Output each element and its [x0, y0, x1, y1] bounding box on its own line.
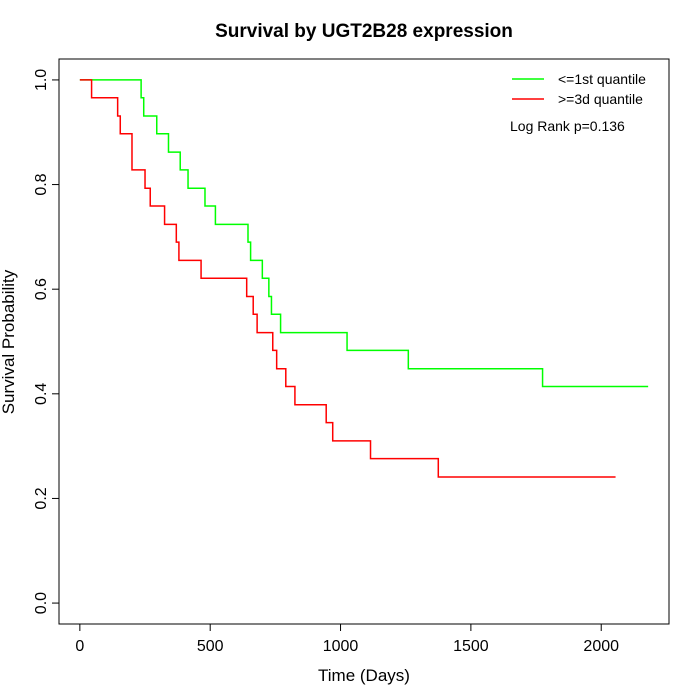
- y-tick-label: 0.8: [33, 173, 50, 195]
- x-tick-label: 1500: [453, 638, 489, 655]
- legend: <=1st quantile >=3d quantile: [512, 71, 646, 107]
- legend-label-high: >=3d quantile: [558, 91, 643, 107]
- legend-label-low: <=1st quantile: [558, 71, 646, 87]
- y-tick-label: 0.6: [33, 278, 50, 300]
- x-tick-label: 500: [197, 638, 224, 655]
- y-axis: 0.0 0.2 0.4 0.6 0.8 1.0: [33, 69, 60, 614]
- x-axis-label: Time (Days): [318, 666, 410, 685]
- y-tick-label: 0.2: [33, 487, 50, 509]
- y-tick-label: 1.0: [33, 69, 50, 91]
- survival-curve-high: [79, 79, 616, 478]
- log-rank-annotation: Log Rank p=0.136: [510, 118, 625, 134]
- y-tick-label: 0.0: [33, 592, 50, 614]
- y-axis-label: Survival Probability: [0, 269, 18, 414]
- x-tick-label: 0: [75, 638, 84, 655]
- x-axis: 0 500 1000 1500 2000: [75, 623, 619, 655]
- chart-title: Survival by UGT2B28 expression: [215, 21, 513, 42]
- x-tick-label: 2000: [583, 638, 619, 655]
- survival-curve-low: [79, 79, 649, 388]
- x-tick-label: 1000: [323, 638, 359, 655]
- series-layer: [79, 79, 649, 478]
- y-tick-label: 0.4: [33, 383, 50, 405]
